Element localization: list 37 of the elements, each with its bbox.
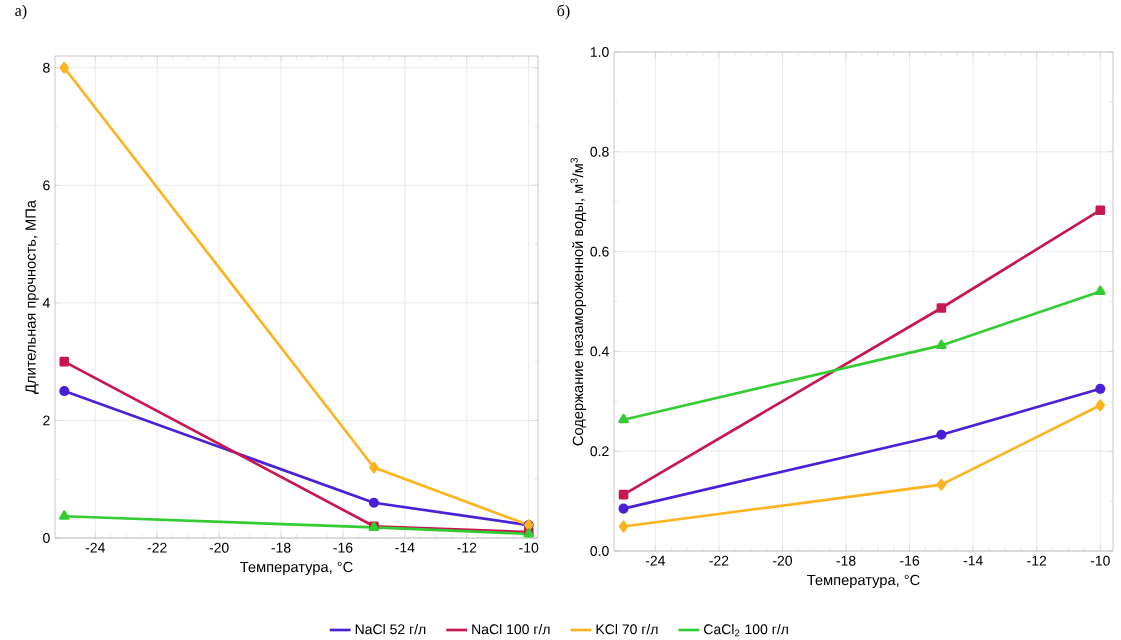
x-tick-label: -10 <box>519 542 539 553</box>
y-tick-label: 2 <box>43 415 50 426</box>
x-tick-label: -14 <box>395 542 415 553</box>
y-tick-label: 0.6 <box>590 246 609 257</box>
x-tick-label: -16 <box>333 542 353 553</box>
x-tick-label: -12 <box>1027 555 1047 566</box>
y-tick-label: 6 <box>43 180 50 191</box>
y-axis-title: Длительная прочность, МПа <box>25 200 39 394</box>
x-tick-label: -20 <box>209 542 229 553</box>
legend-label: NaCl 100 г/л <box>472 623 550 635</box>
x-tick-label: -22 <box>147 542 167 553</box>
x-tick-label: -14 <box>963 555 983 566</box>
legend-label: KCl 70 г/л <box>596 623 658 635</box>
chart-title: а) <box>15 4 27 20</box>
x-axis-title: Температура, °C <box>240 561 353 576</box>
y-tick-label: 0.4 <box>590 346 609 357</box>
x-tick-label: -24 <box>645 555 666 566</box>
x-tick-label: -18 <box>271 542 291 553</box>
legend-label: CaCl$_{2}$ 100 г/л <box>704 623 788 637</box>
y-tick-label: 8 <box>43 62 50 73</box>
x-tick-label: -12 <box>457 542 477 553</box>
chart-title: б) <box>557 4 570 20</box>
x-tick-label: -10 <box>1090 555 1110 566</box>
y-axis-title: Содержание незамороженной воды, м$^{3}$/м$^{3}$ <box>570 157 586 446</box>
legend-label: NaCl 52 г/л <box>355 623 426 635</box>
x-tick-label: -16 <box>900 555 920 566</box>
x-tick-label: -22 <box>709 555 729 566</box>
x-tick-label: -18 <box>836 555 856 566</box>
y-tick-label: 0.0 <box>590 546 609 556</box>
y-tick-label: 0.2 <box>590 446 609 457</box>
x-axis-title: Температура, °C <box>807 574 920 589</box>
y-tick-label: 1.0 <box>590 47 609 57</box>
x-tick-label: -20 <box>772 555 793 566</box>
y-tick-label: 0.8 <box>590 146 609 157</box>
y-tick-label: 0 <box>43 533 50 543</box>
y-tick-label: 4 <box>42 298 50 308</box>
x-tick-label: -24 <box>85 542 105 553</box>
